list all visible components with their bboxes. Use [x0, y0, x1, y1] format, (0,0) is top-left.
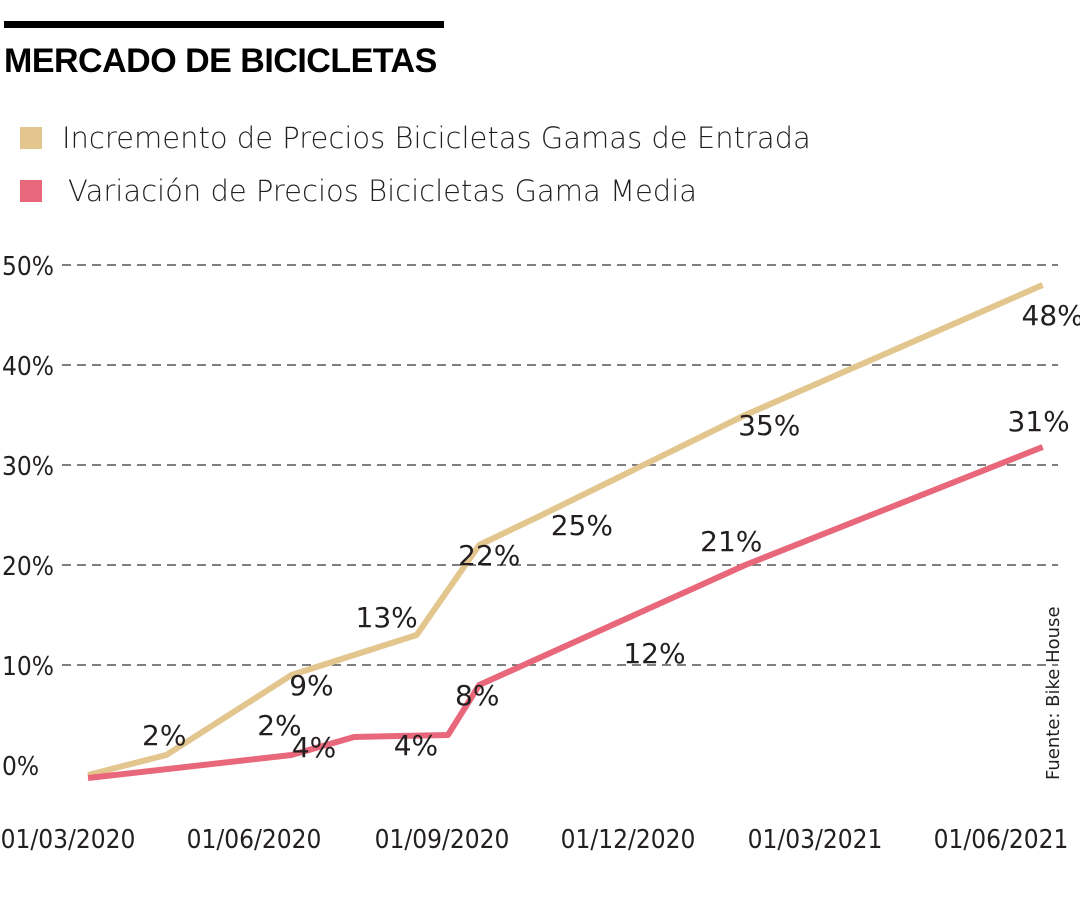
y-tick-label: 30% — [2, 452, 54, 482]
x-tick-label: 01/06/2021 — [934, 825, 1069, 855]
data-label: 8% — [455, 679, 499, 712]
data-label: 4% — [292, 731, 336, 764]
x-tick-label: 01/09/2020 — [375, 825, 510, 855]
source-note: Fuente: Bike House — [1043, 606, 1064, 780]
data-label: 4% — [394, 729, 438, 762]
series-line-1 — [87, 444, 1044, 781]
y-tick-label: 10% — [2, 652, 54, 682]
data-label: 35% — [738, 409, 800, 442]
data-label: 9% — [289, 669, 333, 702]
legend-swatch-mid-range — [20, 180, 42, 202]
chart-title: MERCADO DE BICICLETAS — [4, 42, 437, 80]
y-tick-label: 0% — [2, 752, 39, 782]
x-tick-label: 01/03/2020 — [1, 825, 136, 855]
data-label: 22% — [458, 539, 520, 572]
legend-label-mid-range: Variación de Precios Bicicletas Gama Med… — [68, 174, 698, 208]
x-tick-label: 01/12/2020 — [561, 825, 696, 855]
data-label: 21% — [700, 525, 762, 558]
data-label: 2% — [257, 709, 301, 742]
legend-swatch-entry-level — [20, 127, 42, 149]
title-rule — [4, 21, 444, 28]
legend-label-entry-level: Incremento de Precios Bicicletas Gamas d… — [62, 121, 811, 155]
y-tick-label: 50% — [2, 252, 54, 282]
x-tick-label: 01/03/2021 — [748, 825, 883, 855]
legend-item-entry-level: Incremento de Precios Bicicletas Gamas d… — [20, 118, 811, 158]
legend-item-mid-range: Variación de Precios Bicicletas Gama Med… — [20, 171, 697, 211]
y-tick-label: 20% — [2, 552, 54, 582]
data-label: 25% — [551, 509, 613, 542]
y-tick-label: 40% — [2, 352, 54, 382]
data-label: 13% — [356, 601, 418, 634]
data-label: 31% — [1008, 405, 1070, 438]
data-label: 2% — [142, 719, 186, 752]
x-tick-label: 01/06/2020 — [187, 825, 322, 855]
data-label: 12% — [623, 637, 685, 670]
series-line-0 — [87, 282, 1044, 778]
data-label: 48% — [1022, 299, 1080, 332]
